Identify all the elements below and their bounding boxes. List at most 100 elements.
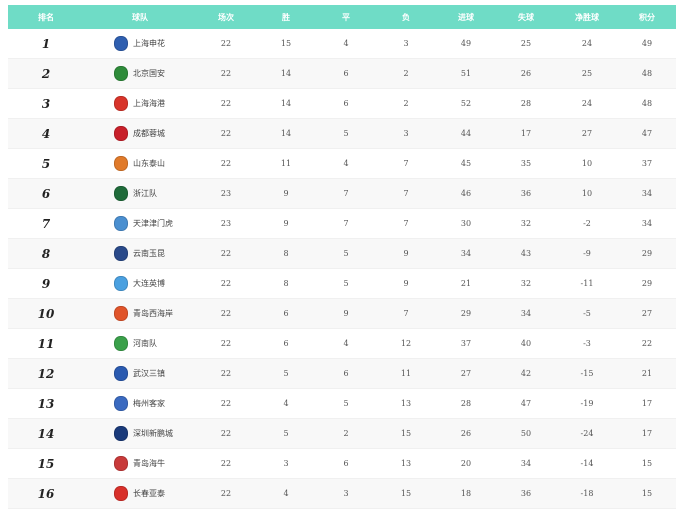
stat-p: 22 xyxy=(196,448,256,479)
rank-cell: 10 xyxy=(8,298,84,329)
column-header[interactable]: 进球 xyxy=(436,5,496,29)
stat-d: 4 xyxy=(316,148,376,179)
stat-p: 22 xyxy=(196,418,256,449)
team-name[interactable]: 浙江队 xyxy=(133,189,157,198)
stat-d: 7 xyxy=(316,208,376,239)
team-name[interactable]: 河南队 xyxy=(133,339,157,348)
rank-cell: 3 xyxy=(8,88,84,119)
stat-p: 22 xyxy=(196,238,256,269)
team-name[interactable]: 深圳新鹏城 xyxy=(133,429,173,438)
stat-ga: 50 xyxy=(496,418,556,449)
table-row[interactable]: 6 浙江队 23 9 7 7 46 36 10 34 xyxy=(8,178,676,209)
team-logo-icon xyxy=(114,486,128,501)
team-logo-icon xyxy=(114,336,128,351)
stat-pts: 15 xyxy=(618,448,676,479)
team-cell: 长春亚泰 xyxy=(84,478,196,509)
table-row[interactable]: 4 成都蓉城 22 14 5 3 44 17 27 47 xyxy=(8,118,676,149)
team-name[interactable]: 大连英博 xyxy=(133,279,165,288)
stat-ga: 32 xyxy=(496,268,556,299)
team-name[interactable]: 云南玉昆 xyxy=(133,249,165,258)
column-header[interactable]: 负 xyxy=(376,5,436,29)
stat-ga: 25 xyxy=(496,29,556,59)
team-name[interactable]: 青岛西海岸 xyxy=(133,309,173,318)
stat-d: 4 xyxy=(316,29,376,59)
stat-d: 7 xyxy=(316,178,376,209)
stat-d: 5 xyxy=(316,388,376,419)
stat-p: 22 xyxy=(196,478,256,509)
stat-gf: 44 xyxy=(436,118,496,149)
rank-cell: 16 xyxy=(8,478,84,509)
header-row: 排名 球队 场次胜平负进球 失球 净胜球 积分 xyxy=(8,5,676,29)
stat-gd: -24 xyxy=(556,418,618,449)
stat-p: 22 xyxy=(196,118,256,149)
stat-l: 2 xyxy=(376,58,436,89)
team-name[interactable]: 上海海港 xyxy=(133,99,165,108)
rank-cell: 6 xyxy=(8,178,84,209)
stat-w: 6 xyxy=(256,328,316,359)
team-name[interactable]: 北京国安 xyxy=(133,69,165,78)
stat-ga: 32 xyxy=(496,208,556,239)
table-row[interactable]: 1 上海申花 22 15 4 3 49 25 24 49 xyxy=(8,29,676,59)
column-header[interactable]: 场次 xyxy=(196,5,256,29)
table-row[interactable]: 12 武汉三镇 22 5 6 11 27 42 -15 21 xyxy=(8,358,676,389)
stat-w: 9 xyxy=(256,208,316,239)
rank-cell: 15 xyxy=(8,448,84,479)
stat-pts: 29 xyxy=(618,268,676,299)
stat-pts: 34 xyxy=(618,208,676,239)
table-row[interactable]: 14 深圳新鹏城 22 5 2 15 26 50 -24 17 xyxy=(8,418,676,449)
rank-cell: 5 xyxy=(8,148,84,179)
column-header[interactable]: 平 xyxy=(316,5,376,29)
team-name[interactable]: 山东泰山 xyxy=(133,159,165,168)
rank-cell: 12 xyxy=(8,358,84,389)
team-name[interactable]: 长春亚泰 xyxy=(133,489,165,498)
table-row[interactable]: 10 青岛西海岸 22 6 9 7 29 34 -5 27 xyxy=(8,298,676,329)
table-row[interactable]: 2 北京国安 22 14 6 2 51 26 25 48 xyxy=(8,58,676,89)
stat-gd: 24 xyxy=(556,88,618,119)
stat-w: 14 xyxy=(256,118,316,149)
stat-l: 7 xyxy=(376,298,436,329)
team-cell: 武汉三镇 xyxy=(84,358,196,389)
table-row[interactable]: 15 青岛海牛 22 3 6 13 20 34 -14 15 xyxy=(8,448,676,479)
team-name[interactable]: 青岛海牛 xyxy=(133,459,165,468)
stat-pts: 17 xyxy=(618,418,676,449)
column-header[interactable]: 积分 xyxy=(618,5,676,29)
column-header[interactable]: 排名 xyxy=(8,5,84,29)
stat-pts: 29 xyxy=(618,238,676,269)
table-row[interactable]: 8 云南玉昆 22 8 5 9 34 43 -9 29 xyxy=(8,238,676,269)
stat-l: 7 xyxy=(376,178,436,209)
stat-w: 4 xyxy=(256,478,316,509)
column-header[interactable]: 胜 xyxy=(256,5,316,29)
team-cell: 山东泰山 xyxy=(84,148,196,179)
stat-w: 14 xyxy=(256,88,316,119)
team-logo-icon xyxy=(114,306,128,321)
team-logo-icon xyxy=(114,456,128,471)
team-name[interactable]: 成都蓉城 xyxy=(133,129,165,138)
table-row[interactable]: 3 上海海港 22 14 6 2 52 28 24 48 xyxy=(8,88,676,119)
table-row[interactable]: 9 大连英博 22 8 5 9 21 32 -11 29 xyxy=(8,268,676,299)
team-name[interactable]: 梅州客家 xyxy=(133,399,165,408)
stat-gf: 37 xyxy=(436,328,496,359)
table-row[interactable]: 11 河南队 22 6 4 12 37 40 -3 22 xyxy=(8,328,676,359)
stat-w: 5 xyxy=(256,418,316,449)
team-name[interactable]: 天津津门虎 xyxy=(133,219,173,228)
stat-ga: 34 xyxy=(496,298,556,329)
stat-pts: 49 xyxy=(618,29,676,59)
table-row[interactable]: 16 长春亚泰 22 4 3 15 18 36 -18 15 xyxy=(8,478,676,509)
team-name[interactable]: 上海申花 xyxy=(133,39,165,48)
stat-gf: 29 xyxy=(436,298,496,329)
table-row[interactable]: 7 天津津门虎 23 9 7 7 30 32 -2 34 xyxy=(8,208,676,239)
column-header[interactable]: 净胜球 xyxy=(556,5,618,29)
stat-w: 4 xyxy=(256,388,316,419)
team-name[interactable]: 武汉三镇 xyxy=(133,369,165,378)
stat-p: 22 xyxy=(196,88,256,119)
stat-gd: -18 xyxy=(556,478,618,509)
stat-d: 6 xyxy=(316,58,376,89)
column-header[interactable]: 失球 xyxy=(496,5,556,29)
stat-w: 6 xyxy=(256,298,316,329)
stat-gf: 52 xyxy=(436,88,496,119)
column-header[interactable]: 球队 xyxy=(84,5,196,29)
table-row[interactable]: 13 梅州客家 22 4 5 13 28 47 -19 17 xyxy=(8,388,676,419)
table-row[interactable]: 5 山东泰山 22 11 4 7 45 35 10 37 xyxy=(8,148,676,179)
stat-gf: 21 xyxy=(436,268,496,299)
stat-pts: 47 xyxy=(618,118,676,149)
